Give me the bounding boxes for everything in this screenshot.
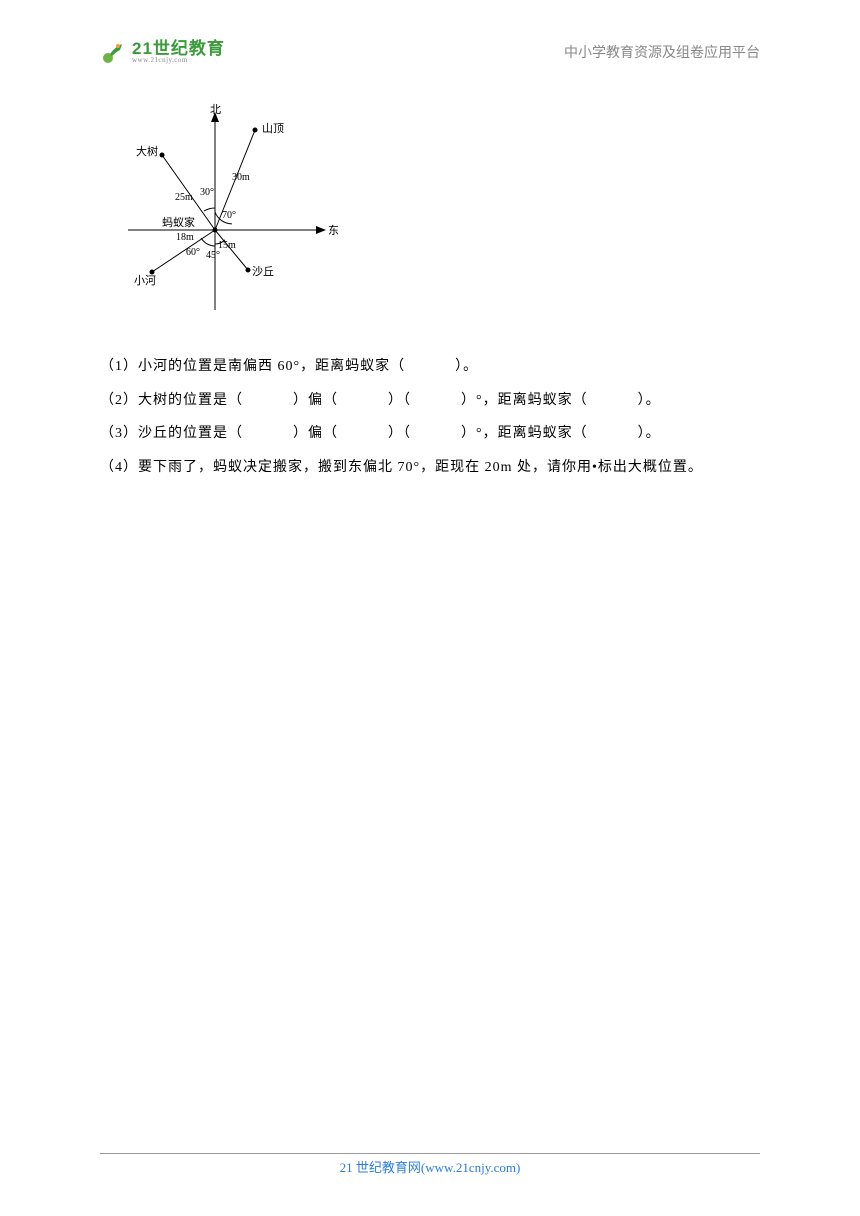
svg-text:山顶: 山顶 [262,122,284,135]
question-3: （3）沙丘的位置是（ ）偏（ ）（ ）°，距离蚂蚁家（ ）。 [100,417,760,451]
svg-text:18m: 18m [176,232,194,243]
footer-text: 21 世纪教育网 [340,1160,421,1175]
page-header: 21世纪教育 www.21cnjy.com 中小学教育资源及组卷应用平台 [0,32,860,72]
q2-blank2 [338,384,388,418]
q2-m2: ）（ [388,393,411,408]
q2-blank3 [411,384,461,418]
svg-text:25m: 25m [175,192,193,203]
q2-m1: ）偏（ [293,393,338,408]
footer-url: (www.21cnjy.com) [421,1160,520,1175]
logo-icon [100,38,128,66]
logo-main-text: 21世纪教育 [132,40,225,57]
question-2: （2）大树的位置是（ ）偏（ ）（ ）°，距离蚂蚁家（ ）。 [100,384,760,418]
footer-divider [100,1153,760,1154]
q2-suffix: ）。 [638,393,661,408]
q3-blank3 [411,417,461,451]
q1-prefix: （1）小河的位置是南偏西 60°，距离蚂蚁家（ [100,359,405,374]
logo-text: 21世纪教育 www.21cnjy.com [132,40,225,64]
q3-blank2 [338,417,388,451]
svg-text:小河: 小河 [134,274,156,287]
q3-prefix: （3）沙丘的位置是（ [100,426,243,441]
q2-m3: ）°，距离蚂蚁家（ [461,393,588,408]
svg-text:45°: 45° [206,250,220,261]
q2-prefix: （2）大树的位置是（ [100,393,243,408]
q3-m2: ）（ [388,426,411,441]
q3-blank4 [588,417,638,451]
q1-suffix: ）。 [455,359,478,374]
svg-text:15m: 15m [218,240,236,251]
logo: 21世纪教育 www.21cnjy.com [100,38,225,66]
questions-block: （1）小河的位置是南偏西 60°，距离蚂蚁家（ ）。 （2）大树的位置是（ ）偏… [100,350,760,484]
svg-text:60°: 60° [186,247,200,258]
q3-blank1 [243,417,293,451]
q1-blank [405,350,455,384]
content-area: 北东 蚂蚁家 山顶 30m 70° 大树 25m 30° 小河 18m 60° 沙丘 15m45° （1… [100,100,760,484]
page-footer: 21 世纪教育网(www.21cnjy.com) [0,1157,860,1176]
q2-blank1 [243,384,293,418]
svg-text:蚂蚁家: 蚂蚁家 [162,215,195,229]
q4-text: （4）要下雨了，蚂蚁决定搬家，搬到东偏北 70°，距现在 20m 处，请你用•标… [100,460,703,475]
q3-m3: ）°，距离蚂蚁家（ [461,426,588,441]
svg-text:70°: 70° [222,210,236,221]
logo-sub-text: www.21cnjy.com [132,57,225,64]
svg-text:沙丘: 沙丘 [252,265,274,278]
compass-diagram: 北东 蚂蚁家 山顶 30m 70° 大树 25m 30° 小河 18m 60° 沙丘 15m45° [100,100,350,330]
svg-text:北: 北 [210,103,221,116]
q3-suffix: ）。 [638,426,661,441]
svg-text:30°: 30° [200,187,214,198]
header-subtitle: 中小学教育资源及组卷应用平台 [564,42,760,62]
svg-text:大树: 大树 [136,144,158,158]
q2-blank4 [588,384,638,418]
question-4: （4）要下雨了，蚂蚁决定搬家，搬到东偏北 70°，距现在 20m 处，请你用•标… [100,451,760,485]
svg-text:东: 东 [328,224,339,237]
question-1: （1）小河的位置是南偏西 60°，距离蚂蚁家（ ）。 [100,350,760,384]
svg-text:30m: 30m [232,172,250,183]
q3-m1: ）偏（ [293,426,338,441]
